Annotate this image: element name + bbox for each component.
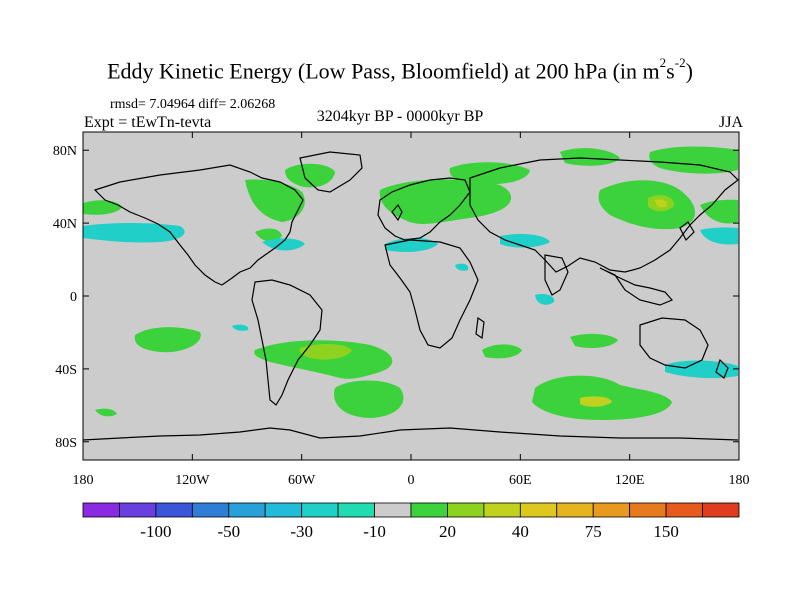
colorbar-swatch [629, 502, 667, 518]
lon-tick-label: 60E [509, 473, 532, 488]
anomaly-positive-atl [285, 163, 335, 188]
colorbar-label: -100 [140, 522, 171, 541]
anomaly-negative-pac-w [700, 227, 738, 245]
coast-south-america [251, 279, 323, 406]
anomaly-positive-spac [134, 327, 201, 353]
colorbar-swatch [374, 502, 412, 518]
colorbar-label: 40 [512, 522, 529, 541]
anomaly-negative-equator [535, 293, 555, 305]
anomaly-negative-npac [83, 223, 185, 243]
colorbar-label: -30 [290, 522, 313, 541]
colorbar-swatch [301, 502, 339, 518]
colorbar-swatch [447, 502, 485, 518]
colorbar-swatch [264, 502, 303, 518]
anomaly-strong-samerica [299, 344, 352, 360]
lat-tick-label: 80S [55, 436, 77, 451]
colorbar-label: -10 [363, 522, 386, 541]
anomaly-positive-lab [255, 228, 282, 242]
colorbar-swatch [702, 502, 740, 518]
period-label: 3204kyr BP - 0000kyr BP [316, 108, 484, 125]
colorbar-label: 75 [585, 522, 602, 541]
coast-australia [639, 317, 709, 369]
coast-uk [391, 203, 403, 222]
lon-tick-label: 180 [73, 473, 94, 488]
coast-madagascar [475, 316, 485, 340]
anomaly-positive-siberia [598, 180, 695, 230]
lat-tick-label: 40N [53, 217, 77, 232]
anomaly-positive-eur [379, 179, 512, 224]
longitude-axis: 180 120W 60W 0 60E 120E 180 [73, 132, 750, 488]
anomaly-negative-sahara [455, 263, 469, 271]
colorbar-label: 20 [439, 522, 456, 541]
lon-tick-label: 120W [175, 473, 210, 488]
anomaly-positive-au [570, 333, 618, 348]
coast-asia [469, 157, 739, 273]
anomaly-positive-pac-n [700, 199, 738, 224]
colorbar-swatch [410, 502, 448, 518]
anomaly-fields [83, 146, 738, 420]
lon-tick-label: 180 [729, 473, 750, 488]
colorbar-swatch [665, 502, 703, 518]
lat-tick-label: 80N [53, 144, 77, 159]
coast-antarctica [82, 427, 739, 441]
colorbar-label: 150 [653, 522, 679, 541]
colorbar-swatch [483, 502, 521, 518]
anomaly-positive-satl [334, 380, 404, 418]
lon-tick-label: 120E [615, 473, 645, 488]
lon-tick-label: 60W [288, 473, 316, 488]
colorbar-swatch [82, 502, 120, 518]
coastlines [82, 151, 739, 441]
colorbar-swatch [155, 502, 193, 518]
colorbar-swatch [519, 502, 558, 518]
anomaly-positive-arctic-east [649, 146, 738, 174]
colorbar-swatch [228, 502, 266, 518]
latitude-axis: 80N 40N 0 40S 80S [53, 144, 739, 451]
figure-title: Eddy Kinetic Energy (Low Pass, Bloomfiel… [107, 55, 693, 84]
colorbar-swatch [191, 502, 230, 518]
coast-japan [679, 221, 695, 242]
coast-se-asia [599, 267, 674, 306]
anomaly-positive-nam [245, 179, 305, 222]
anomaly-positive-sind [482, 344, 522, 359]
lon-tick-label: 0 [408, 473, 415, 488]
anomaly-negative-spac [232, 324, 249, 331]
stats-text: rmsd= 7.04964 diff= 2.06268 [110, 97, 276, 112]
coast-nz [715, 358, 729, 379]
colorbar-swatch [592, 502, 631, 518]
colorbar-label: -50 [217, 522, 240, 541]
anomaly-negative-natl [262, 238, 305, 251]
coast-india [544, 254, 569, 296]
season-label: JJA [718, 114, 743, 131]
lat-tick-label: 0 [70, 290, 77, 305]
anomaly-strong-siberia-core [655, 199, 668, 208]
colorbar-swatch [119, 502, 157, 518]
coast-north-america [93, 164, 304, 286]
colorbar-swatch [556, 502, 594, 518]
lat-tick-label: 40S [55, 363, 77, 378]
anomaly-negative-aus [665, 360, 738, 379]
anomaly-positive-sw [95, 408, 117, 417]
experiment-label: Expt = tEwTn-tevta [84, 114, 212, 131]
anomaly-positive-ns1 [560, 148, 620, 166]
anomaly-positive-west-edge [83, 200, 122, 215]
coast-greenland [299, 151, 363, 193]
anomaly-negative-asia [500, 234, 550, 248]
colorbar: -100 -50 -30 -10 20 40 75 150 [82, 502, 740, 541]
coast-europe [377, 177, 471, 241]
coast-africa [384, 239, 479, 349]
anomaly-strong-ind [580, 396, 612, 407]
colorbar-swatch [337, 502, 375, 518]
